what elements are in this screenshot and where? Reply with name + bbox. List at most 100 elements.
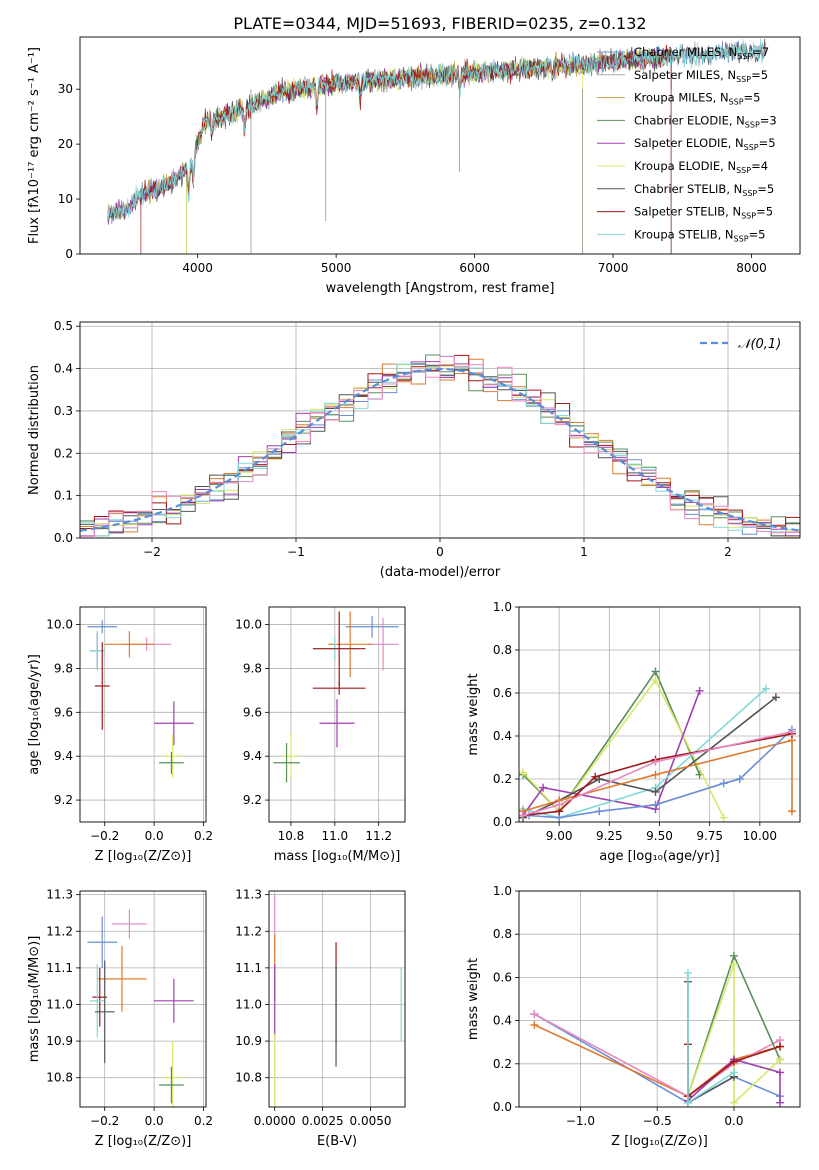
legend-entry: Chabrier ELODIE, NSSP=3	[634, 113, 777, 129]
x-axis-label: E(B-V)	[317, 1134, 357, 1149]
y-tick-label: 9.6	[243, 705, 262, 719]
y-tick-label: 11.2	[46, 924, 73, 938]
x-tick-label: 11.0	[321, 829, 348, 843]
plot-frame	[79, 321, 801, 539]
weight-point	[651, 757, 660, 766]
legend-subscript: SSP	[744, 143, 759, 152]
legend-subscript: SSP	[729, 98, 744, 107]
y-tick-label: 0.0	[54, 531, 73, 545]
legend-text: =5	[749, 227, 766, 241]
y-tick-label: 9.2	[54, 793, 73, 807]
weight-point	[729, 951, 738, 960]
panel-mass-vs-EBV: 0.0000 0.0025 0.0050 10.8 10.9 11.0 11.1 11.2 11…	[235, 888, 406, 1149]
x-tick-label: −1.0	[566, 1114, 595, 1128]
spectrum-line	[107, 38, 766, 221]
x-axis-label: Z [log₁₀(Z/Z⊙)]	[95, 849, 192, 864]
legend-text: =3	[760, 113, 777, 127]
y-tick-label: 0.2	[493, 1057, 512, 1071]
x-tick-label: −1	[287, 545, 305, 559]
y-axis-label: Flux [fλ10⁻¹⁷ erg cm⁻² s⁻¹ A⁻¹]	[27, 47, 42, 244]
data-point	[94, 642, 110, 730]
data-point	[94, 960, 115, 1064]
weight-point	[776, 1068, 785, 1077]
panel-mass-weight-vs-age: 9.00 9.25 9.50 9.75 10.00 0.0 0.2 0.4 0.6 0.8 1.0 a…	[466, 600, 801, 864]
legend-text: Kroupa ELODIE, N	[634, 159, 736, 173]
weight-point	[683, 969, 692, 978]
x-tick-label: −0.5	[643, 1114, 672, 1128]
y-tick-label: 0.8	[493, 643, 512, 657]
panel-mass-weight-vs-Z: −1.0 −0.5 0.0 0.0 0.2 0.4 0.6 0.8 1.0 Z [log₁₀(Z/…	[466, 884, 801, 1149]
data-point	[273, 743, 300, 783]
weight-point	[539, 783, 548, 792]
x-axis-label: age [log₁₀(age/yr)]	[599, 849, 720, 864]
spectrum-legend: Chabrier MILES, NSSP=7 Salpeter MILES, NS…	[597, 45, 777, 243]
data-point	[89, 964, 105, 1038]
y-tick-label: 30	[58, 82, 73, 96]
weight-point	[787, 807, 796, 816]
legend-entry: Chabrier STELIB, NSSP=5	[634, 182, 774, 198]
x-tick-label: 0	[436, 545, 444, 559]
legend-text: =5	[756, 205, 773, 219]
normal-curve	[79, 367, 801, 532]
y-tick-label: 0.4	[493, 1014, 512, 1028]
y-axis-label: mass weight	[466, 958, 481, 1040]
x-tick-label: 2	[724, 545, 732, 559]
data-point	[162, 734, 183, 779]
x-tick-label: 5000	[321, 261, 352, 275]
weight-point	[729, 1068, 738, 1077]
weight-point	[771, 693, 780, 702]
x-tick-label: 9.75	[696, 829, 723, 843]
weight-point	[555, 800, 564, 809]
data-point	[159, 1066, 184, 1104]
weight-point	[729, 960, 738, 969]
x-axis-label: wavelength [Angstrom, rest frame]	[326, 281, 555, 296]
legend-subscript: SSP	[734, 234, 749, 243]
x-tick-label: 8000	[736, 261, 767, 275]
weight-point	[651, 787, 660, 796]
legend-text: Kroupa MILES, N	[634, 91, 729, 105]
weight-point	[695, 686, 704, 695]
data-point	[154, 978, 194, 1023]
x-tick-label: −2	[143, 545, 161, 559]
y-tick-label: 9.2	[243, 793, 262, 807]
y-tick-label: 11.1	[235, 961, 262, 975]
legend-text: Kroupa STELIB, N	[634, 227, 734, 241]
legend-subscript: SSP	[736, 75, 751, 84]
plot-frame	[518, 890, 801, 1108]
x-tick-label: 9.25	[596, 829, 623, 843]
legend-entry: Chabrier MILES, NSSP=7	[634, 45, 769, 61]
panel-mass-vs-Z: −0.2 0.0 0.2 10.8 10.9 11.0 11.1 11.2 11.3 Z [log…	[27, 888, 213, 1149]
data-point	[345, 615, 399, 638]
legend-text: Chabrier MILES, N	[634, 45, 737, 59]
panel-spectrum: 4000 5000 6000 7000 8000 0 10 20 30 wavelength [A…	[27, 36, 801, 296]
data-point	[154, 701, 194, 746]
data-point	[104, 631, 155, 658]
x-tick-label: 9.50	[646, 829, 673, 843]
weight-series-line	[522, 678, 725, 819]
weight-point	[651, 676, 660, 685]
x-tick-label: 10.00	[743, 829, 777, 843]
weight-point	[776, 1055, 785, 1064]
x-axis-label: Z [log₁₀(Z/Z⊙)]	[95, 1134, 192, 1149]
data-point	[319, 699, 355, 748]
data-point	[162, 1041, 183, 1107]
y-tick-label: 10.9	[46, 1034, 73, 1048]
legend-entry: Salpeter MILES, NSSP=5	[634, 68, 768, 84]
x-tick-label: 0.2	[194, 1114, 213, 1128]
weight-series-line	[522, 739, 793, 813]
weight-series-line	[687, 1058, 781, 1103]
figure-title: PLATE=0344, MJD=51693, FIBERID=0235, z=0…	[233, 14, 646, 33]
weight-point	[719, 813, 728, 822]
y-tick-label: 0.2	[54, 446, 73, 460]
y-tick-label: 10	[58, 192, 73, 206]
x-tick-label: 9.00	[546, 829, 573, 843]
legend-subscript: SSP	[736, 166, 751, 175]
legend-text: Salpeter STELIB, N	[634, 205, 741, 219]
x-tick-label: 0.0050	[350, 1114, 392, 1128]
y-tick-label: 0.0	[493, 1100, 512, 1114]
x-tick-label: 10.8	[278, 829, 305, 843]
legend-text: =5	[757, 182, 774, 196]
data-point	[87, 620, 118, 634]
legend-text: =5	[744, 91, 761, 105]
